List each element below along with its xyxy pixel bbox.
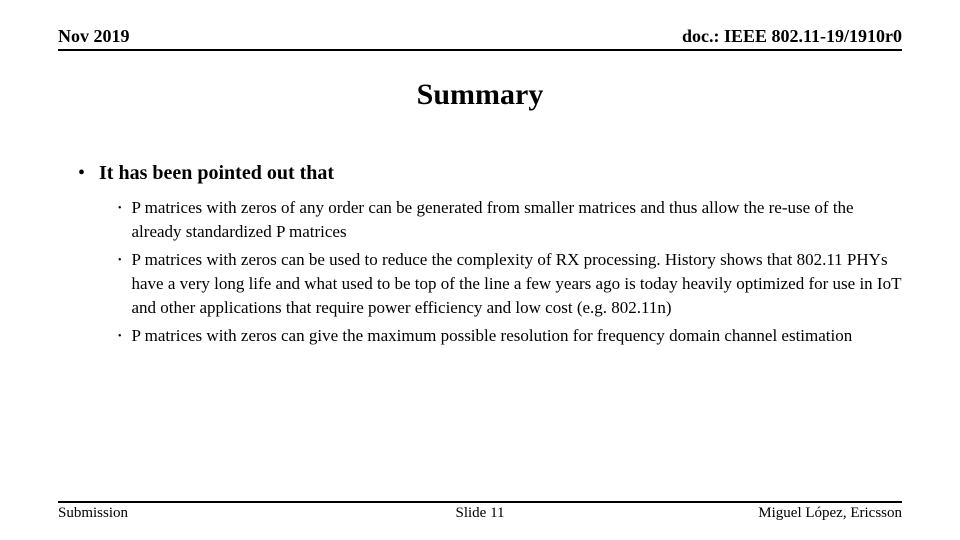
header-bar: Nov 2019 doc.: IEEE 802.11-19/1910r0 [58, 26, 902, 51]
sub-bullet-group: • P matrices with zeros of any order can… [118, 196, 902, 349]
content-area: • It has been pointed out that • P matri… [78, 160, 902, 353]
slide-title: Summary [0, 78, 960, 112]
header-doc-id: doc.: IEEE 802.11-19/1910r0 [682, 26, 902, 47]
bullet-dot-icon: • [118, 325, 122, 349]
footer-slide-number: Slide 11 [455, 505, 504, 522]
footer-left: Submission [58, 505, 128, 522]
bullet-level1: • It has been pointed out that [78, 160, 902, 186]
slide-page: Nov 2019 doc.: IEEE 802.11-19/1910r0 Sum… [0, 0, 960, 540]
bullet-level2-text: P matrices with zeros can give the maxim… [132, 324, 853, 348]
bullet-dot-icon: • [118, 249, 122, 273]
bullet-level2: • P matrices with zeros of any order can… [118, 196, 902, 244]
bullet-level2-text: P matrices with zeros can be used to red… [132, 248, 902, 320]
footer-author: Miguel López, Ericsson [758, 505, 902, 522]
header-date: Nov 2019 [58, 26, 130, 47]
bullet-level1-text: It has been pointed out that [99, 160, 334, 186]
footer-bar: Submission Slide 11 Miguel López, Ericss… [58, 501, 902, 522]
bullet-level2: • P matrices with zeros can be used to r… [118, 248, 902, 320]
bullet-level2: • P matrices with zeros can give the max… [118, 324, 902, 349]
bullet-dot-icon: • [78, 160, 85, 186]
bullet-level2-text: P matrices with zeros of any order can b… [132, 196, 902, 244]
bullet-dot-icon: • [118, 197, 122, 221]
